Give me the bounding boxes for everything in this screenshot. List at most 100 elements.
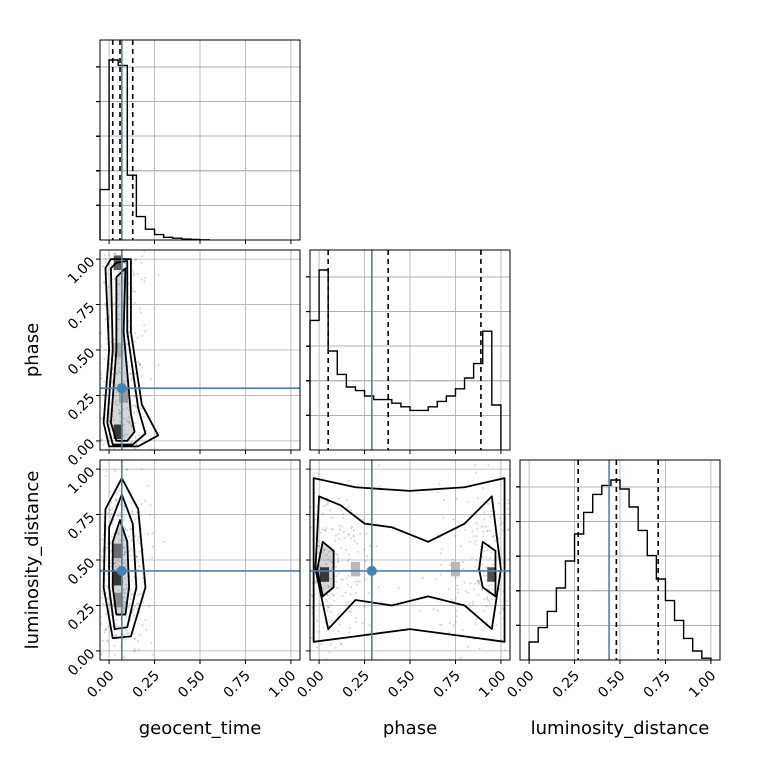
scatter-point <box>109 490 112 493</box>
scatter-point <box>101 443 104 446</box>
scatter-point <box>485 621 488 624</box>
scatter-point <box>138 565 141 568</box>
scatter-point <box>129 598 132 601</box>
scatter-point <box>128 602 131 605</box>
scatter-point <box>471 530 474 533</box>
scatter-point <box>328 606 331 609</box>
scatter-point <box>459 656 462 659</box>
scatter-point <box>122 606 125 609</box>
scatter-point <box>368 544 371 547</box>
scatter-point <box>442 498 445 501</box>
scatter-point <box>352 534 355 537</box>
scatter-point <box>105 458 107 460</box>
scatter-point <box>397 586 400 589</box>
scatter-point <box>138 648 141 651</box>
scatter-point <box>474 623 477 626</box>
scatter-point <box>485 605 488 608</box>
scatter-point <box>138 633 141 636</box>
scatter-point <box>115 618 118 621</box>
scatter-point <box>476 568 479 571</box>
scatter-point <box>114 707 116 709</box>
scatter-point <box>123 372 126 375</box>
scatter-point <box>133 647 136 650</box>
scatter-point <box>118 560 121 563</box>
density-cell <box>450 561 460 577</box>
scatter-point <box>124 551 127 554</box>
scatter-point <box>123 607 126 610</box>
scatter-point <box>303 582 305 584</box>
scatter-point <box>101 417 104 420</box>
histogram-phase <box>309 269 502 450</box>
scatter-point <box>334 646 337 649</box>
scatter-point <box>127 416 130 419</box>
scatter-point <box>119 420 122 423</box>
scatter-point <box>489 529 492 532</box>
scatter-point <box>113 562 116 565</box>
scatter-point <box>343 536 346 539</box>
scatter-point <box>151 545 154 548</box>
scatter-point <box>109 549 112 552</box>
scatter-point <box>91 208 93 210</box>
scatter-point <box>126 587 129 590</box>
scatter-point <box>342 530 345 533</box>
scatter-point <box>313 473 316 476</box>
scatter-point <box>344 604 347 607</box>
scatter-point <box>317 545 320 548</box>
scatter-point <box>333 599 336 602</box>
scatter-point <box>106 272 109 275</box>
scatter-point <box>119 371 122 374</box>
scatter-point <box>461 628 464 631</box>
scatter-point <box>450 598 453 601</box>
scatter-point <box>483 511 486 514</box>
x-tick-label: 0.25 <box>340 668 373 701</box>
scatter-point <box>123 417 126 420</box>
scatter-point <box>124 616 127 619</box>
scatter-point <box>507 507 510 510</box>
scatter-point <box>101 602 104 605</box>
scatter-point <box>329 577 332 580</box>
scatter-point <box>471 557 474 560</box>
scatter-point <box>100 623 103 626</box>
scatter-point <box>131 509 134 512</box>
scatter-point <box>486 596 489 599</box>
scatter-point <box>123 518 126 521</box>
scatter-point <box>307 578 309 580</box>
scatter-point <box>340 643 343 646</box>
scatter-point <box>501 521 504 524</box>
scatter-point <box>321 528 324 531</box>
scatter-point <box>302 543 304 545</box>
scatter-point <box>151 556 154 559</box>
scatter-point <box>338 497 341 500</box>
scatter-point <box>102 393 105 396</box>
scatter-point <box>104 261 107 264</box>
scatter-point <box>119 416 122 419</box>
scatter-point <box>340 509 343 512</box>
scatter-point <box>114 498 117 501</box>
x-tick-label: 0.75 <box>221 668 254 701</box>
scatter-point <box>305 525 307 527</box>
scatter-point <box>112 418 115 421</box>
scatter-point <box>109 509 112 512</box>
scatter-point <box>439 573 442 576</box>
scatter-point <box>148 514 151 517</box>
scatter-point <box>491 588 494 591</box>
scatter-point <box>138 541 141 544</box>
scatter-point <box>110 263 113 266</box>
scatter-point <box>113 338 116 341</box>
scatter-point <box>456 587 459 590</box>
scatter-point <box>100 332 103 335</box>
scatter-point <box>140 468 143 471</box>
scatter-point <box>119 402 122 405</box>
scatter-point <box>488 588 491 591</box>
scatter-point <box>135 245 137 247</box>
scatter-point <box>331 593 334 596</box>
scatter-point <box>109 515 112 518</box>
y-tick-label: 0.25 <box>65 391 98 424</box>
density-cell <box>113 570 123 586</box>
scatter-point <box>124 528 127 531</box>
scatter-point <box>109 613 112 616</box>
scatter-point <box>323 548 326 551</box>
scatter-point <box>131 511 134 514</box>
scatter-point <box>126 679 128 681</box>
x-tick-label: 1.00 <box>476 668 509 701</box>
